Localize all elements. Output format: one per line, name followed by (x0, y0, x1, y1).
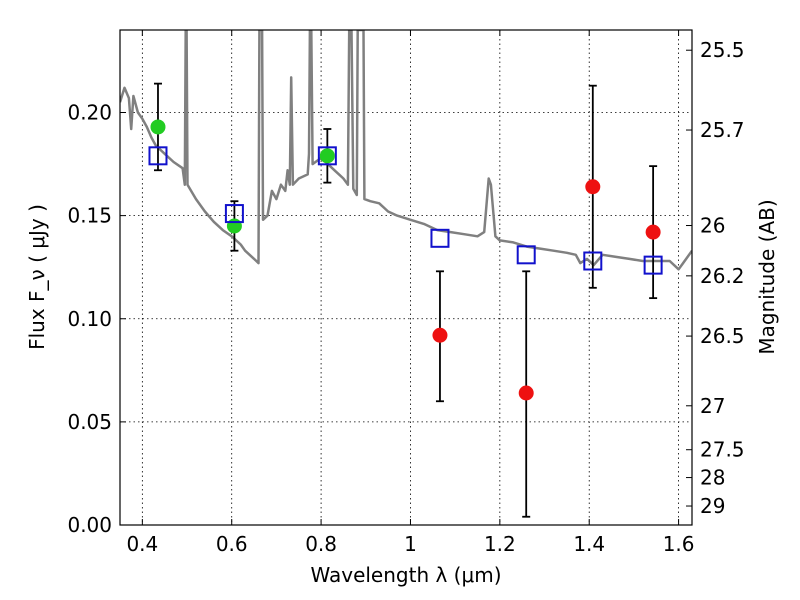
model-flux-square (583, 251, 603, 271)
low-significance-point (432, 327, 448, 343)
x-tick-label: 0.8 (305, 532, 337, 556)
right-tick-label: 25.5 (700, 38, 745, 62)
right-tick-label: 26 (700, 214, 725, 238)
y-axis-title: Flux F_ν ( μJy ) (25, 204, 49, 350)
model-flux-square (430, 228, 450, 248)
x-tick-label: 1.6 (663, 532, 695, 556)
y-tick-label: 0.10 (67, 307, 112, 331)
right-tick-label: 29 (700, 494, 725, 518)
axis-ticks: 0.4 0.6 0.8 1 1.2 1.4 1.6 0.00 0.05 0.10 0.15 0.20 2… (67, 30, 745, 556)
right-axis-title: Magnitude (AB) (755, 199, 779, 354)
y-tick-label: 0.15 (67, 204, 112, 228)
right-tick-label: 25.7 (700, 118, 745, 142)
right-tick-label: 28 (700, 466, 725, 490)
model-flux-square (643, 255, 663, 275)
y-tick-label: 0.20 (67, 101, 112, 125)
model-spectrum-layer (120, 30, 692, 271)
x-tick-label: 1 (404, 532, 417, 556)
y-tick-label: 0.05 (67, 410, 112, 434)
right-tick-label: 27.5 (700, 438, 745, 462)
right-tick-label: 27 (700, 394, 725, 418)
error-bars (153, 82, 658, 518)
low-significance-point (645, 224, 661, 240)
data-points (148, 119, 663, 401)
detection-point (226, 218, 242, 234)
plot-frame (119, 29, 693, 526)
right-tick-label: 26.5 (700, 324, 745, 348)
y-tick-label: 0.00 (67, 513, 112, 537)
detection-point (150, 119, 166, 135)
model-flux-square (224, 204, 244, 224)
x-tick-label: 1.4 (573, 532, 605, 556)
model-flux-square (148, 146, 168, 166)
model-flux-square (516, 245, 536, 265)
x-tick-label: 0.6 (216, 532, 248, 556)
low-significance-point (518, 385, 534, 401)
x-tick-label: 1.2 (484, 532, 516, 556)
x-axis-title: Wavelength λ (μm) (310, 563, 501, 587)
model-spectrum-line (120, 30, 692, 271)
detection-point (319, 148, 335, 164)
right-tick-label: 26.2 (700, 264, 745, 288)
model-flux-square (317, 146, 337, 166)
x-tick-label: 0.4 (126, 532, 158, 556)
grid (120, 30, 692, 526)
low-significance-point (585, 179, 601, 195)
